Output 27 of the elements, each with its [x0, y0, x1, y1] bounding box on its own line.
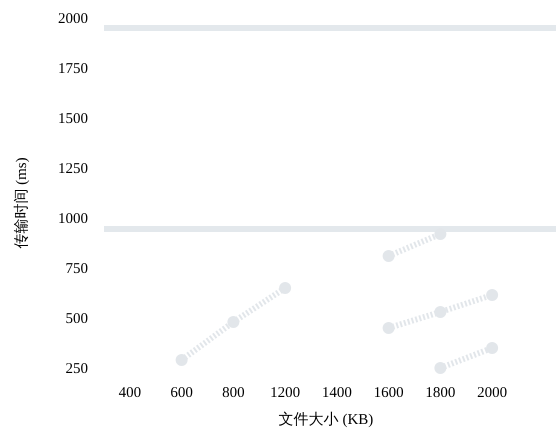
x-tick-label: 800 [222, 385, 245, 401]
y-tick-label: 1000 [58, 211, 88, 227]
point [227, 316, 240, 328]
x-axis-title: 文件大小 (KB) [278, 411, 374, 428]
x-tick-label: 1600 [374, 385, 404, 401]
y-tick-label: 1500 [58, 111, 88, 127]
point [486, 289, 498, 301]
y-tick-label: 2000 [58, 11, 88, 27]
y-tick-label: 250 [66, 361, 88, 377]
x-tick-label: 1800 [425, 385, 456, 401]
x-tick-label: 2000 [477, 385, 508, 401]
point [382, 322, 395, 334]
x-tick-label: 1400 [322, 385, 352, 401]
y-tick-label: 1250 [58, 161, 88, 177]
y-axis-title: 传输时间 (ms) [13, 157, 30, 249]
x-tick-label: 400 [118, 385, 142, 401]
point [382, 250, 395, 262]
point [176, 354, 188, 366]
x-tick-label: 1200 [270, 385, 300, 401]
point [434, 306, 446, 318]
y-tick-label: 1750 [58, 61, 88, 77]
y-tick-label: 750 [66, 261, 88, 277]
point [434, 362, 446, 374]
x-tick-label: 600 [170, 385, 193, 401]
point [279, 282, 292, 294]
y-tick-label: 500 [66, 311, 88, 327]
point [486, 342, 498, 354]
